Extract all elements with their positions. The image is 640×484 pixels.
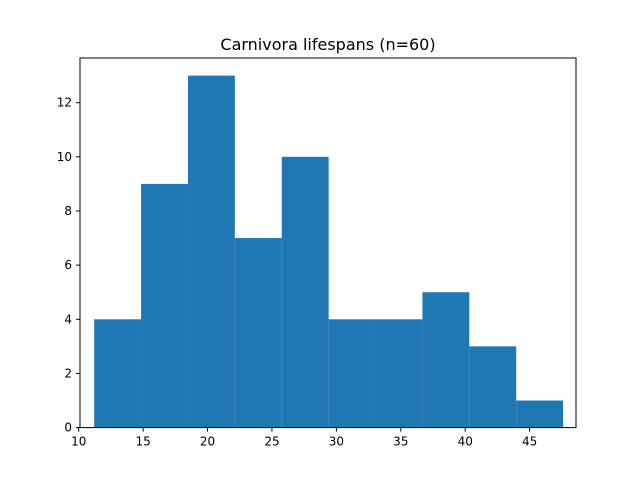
histogram-bar <box>375 319 423 428</box>
histogram-bar <box>328 319 376 428</box>
histogram-bar <box>516 400 564 428</box>
x-tick-label: 10 <box>71 435 86 449</box>
x-axis: 10 15 20 25 30 35 40 45 <box>71 427 537 449</box>
histogram-bar <box>187 75 235 428</box>
histogram-bar <box>469 346 517 428</box>
x-tick-label: 45 <box>522 435 537 449</box>
bars-layer <box>94 75 564 428</box>
y-tick-label: 2 <box>64 366 72 380</box>
x-tick-label: 15 <box>135 435 150 449</box>
y-tick-label: 0 <box>64 421 72 435</box>
x-tick-label: 35 <box>393 435 408 449</box>
x-tick-label: 40 <box>458 435 473 449</box>
y-axis: 0 2 4 6 8 10 12 <box>57 96 80 435</box>
chart-title: Carnivora lifespans (n=60) <box>220 35 435 54</box>
x-tick-label: 25 <box>264 435 279 449</box>
histogram-bar <box>94 319 142 428</box>
histogram-bar <box>234 238 282 428</box>
y-tick-label: 8 <box>64 204 72 218</box>
histogram-bar <box>281 156 329 428</box>
plot-frame <box>79 57 577 429</box>
y-tick-label: 4 <box>64 312 72 326</box>
histogram-bar <box>141 183 188 428</box>
x-tick-label: 30 <box>329 435 344 449</box>
y-tick-label: 10 <box>57 150 72 164</box>
y-tick-label: 12 <box>57 96 72 110</box>
histogram-bar <box>422 292 470 428</box>
y-tick-label: 6 <box>64 258 72 272</box>
x-tick-label: 20 <box>200 435 215 449</box>
